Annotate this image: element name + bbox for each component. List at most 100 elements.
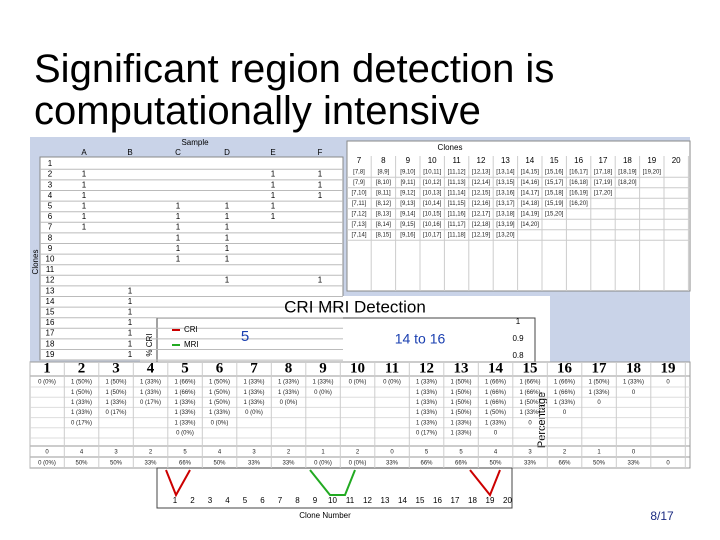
cell: 1 <box>82 212 87 221</box>
header-cell: 5 <box>181 360 189 376</box>
cell: [15,16] <box>545 170 564 176</box>
cell: [8,9] <box>378 170 390 176</box>
cell: 0 (0%) <box>38 380 56 386</box>
cell: 1 (33%) <box>140 380 161 386</box>
cell: 1 (50%) <box>450 390 471 396</box>
percent-cell: 50% <box>489 461 502 467</box>
title-line: Significant region detection is <box>34 47 554 91</box>
percent-cell: 66% <box>455 461 468 467</box>
cell: [15,20] <box>545 212 564 218</box>
cell: 0 <box>597 400 601 406</box>
count-cell: 0 <box>632 450 636 456</box>
cell: [11,13] <box>448 180 466 186</box>
cell: 1 (33%) <box>450 420 471 426</box>
cell: [15,18] <box>545 191 564 197</box>
percent-cell: 50% <box>213 461 226 467</box>
row-number: 16 <box>46 318 55 327</box>
count-cell: 1 <box>321 450 325 456</box>
cell: [13,15] <box>496 180 515 186</box>
header-cell: 3 <box>112 360 120 376</box>
cell: 1 (33%) <box>174 420 195 426</box>
cell: 0 (17%) <box>416 431 437 437</box>
chart-title: CRI MRI Detection <box>284 297 426 316</box>
cell: [9,13] <box>400 201 415 207</box>
page-number: 8/17 <box>650 509 674 523</box>
cell: 0 (0%) <box>176 431 194 437</box>
cell: 1 (50%) <box>519 400 540 406</box>
cell: [17,20] <box>594 191 613 197</box>
cell: [12,17] <box>472 212 491 218</box>
cell: [12,13] <box>472 170 491 176</box>
row-number: 12 <box>46 276 55 285</box>
count-cell: 0 <box>390 450 394 456</box>
cell: 1 <box>128 350 133 359</box>
header-cell: 17 <box>592 360 608 376</box>
x-tick-label: 19 <box>486 496 495 505</box>
cell: 0 <box>632 390 636 396</box>
row-number: 3 <box>48 180 53 189</box>
percent-cell: 33% <box>524 461 537 467</box>
count-cell: 5 <box>425 450 429 456</box>
cell: 1 <box>225 244 230 253</box>
row-number: 8 <box>48 233 53 242</box>
x-tick-label: 12 <box>363 496 372 505</box>
cell: [8,13] <box>376 212 391 218</box>
cell: 1 (66%) <box>174 380 195 386</box>
cell: 1 (66%) <box>485 400 506 406</box>
header-cell: 9 <box>319 360 327 376</box>
header-cell: 1 <box>43 360 51 376</box>
header-cell: 16 <box>557 360 573 376</box>
cell: [9,11] <box>401 180 416 186</box>
cell: 1 <box>225 223 230 232</box>
cell: [9,14] <box>400 212 415 218</box>
cell: [13,19] <box>496 222 515 228</box>
cell: [10,17] <box>423 233 442 239</box>
count-cell: 2 <box>287 450 291 456</box>
x-tick-label: 4 <box>225 496 230 505</box>
cell: 1 <box>82 202 87 211</box>
row-number: 7 <box>48 223 53 232</box>
count-cell: 2 <box>149 450 153 456</box>
cell: 1 <box>271 191 276 200</box>
row-number: 10 <box>46 255 55 264</box>
cell: [17,18] <box>594 170 613 176</box>
cell: 1 (66%) <box>485 380 506 386</box>
cell: [7,14] <box>351 233 366 239</box>
cell: [9,10] <box>400 170 415 176</box>
cell: [10,14] <box>423 201 442 207</box>
cell: [9,16] <box>400 233 415 239</box>
count-cell: 4 <box>218 450 222 456</box>
column-header: D <box>224 148 230 157</box>
cell: [14,19] <box>521 212 540 218</box>
cell: 0 (0%) <box>245 410 263 416</box>
x-tick-label: 9 <box>313 496 318 505</box>
cell: 1 <box>82 180 87 189</box>
cell: 1 <box>82 223 87 232</box>
column-header: 17 <box>599 156 608 165</box>
cell: 1 <box>176 223 181 232</box>
cell: 1 <box>225 212 230 221</box>
cell: 1 (33%) <box>312 380 333 386</box>
cell: 1 (33%) <box>416 380 437 386</box>
column-header: 16 <box>574 156 583 165</box>
cell: [15,17] <box>545 180 564 186</box>
column-header: 13 <box>501 156 510 165</box>
cell: 0 (0%) <box>383 380 401 386</box>
count-cell: 5 <box>459 450 463 456</box>
header-cell: 15 <box>523 360 538 376</box>
header-cell: 4 <box>147 360 155 376</box>
cell: 0 <box>528 420 532 426</box>
cell: [12,18] <box>472 222 491 228</box>
cell: [16,18] <box>569 180 588 186</box>
header-cell: 18 <box>626 360 641 376</box>
cell: [12,16] <box>472 201 491 207</box>
title-line: computationally intensive <box>34 89 481 133</box>
y-label: % CRI <box>145 333 154 356</box>
count-cell: 2 <box>563 450 567 456</box>
count-cell: 4 <box>80 450 84 456</box>
cell: [7,12] <box>351 212 366 218</box>
line-fragment <box>469 469 501 497</box>
row-number: 1 <box>48 159 53 168</box>
cell: [10,16] <box>423 222 442 228</box>
